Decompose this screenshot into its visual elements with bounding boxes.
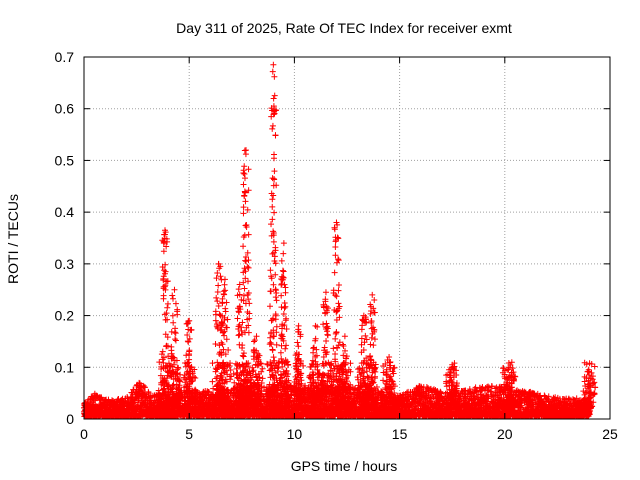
data-points [81,61,599,420]
chart-title: Day 311 of 2025, Rate Of TEC Index for r… [176,20,512,36]
y-axis-label: ROTI / TECUs [5,194,21,284]
data-point [136,379,143,386]
data-point [92,397,99,404]
data-point [98,394,105,401]
grid-lines [84,57,610,419]
x-axis-label: GPS time / hours [291,458,398,474]
data-point [142,384,149,391]
data-point [136,380,143,387]
